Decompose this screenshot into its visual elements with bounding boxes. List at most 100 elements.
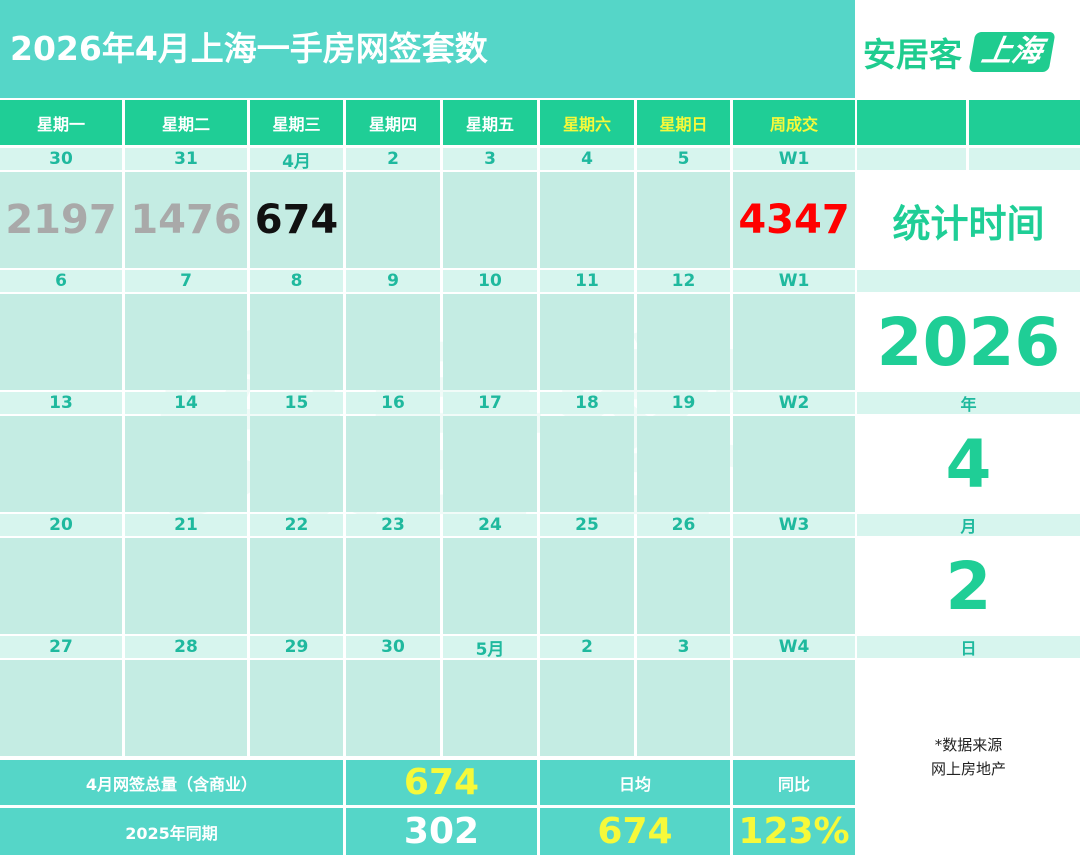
daily-signing-cell: 2197 <box>0 172 122 268</box>
daily-signing-cell <box>346 172 440 268</box>
stat-year: 2026 <box>876 303 1061 381</box>
calendar-date: 21 <box>125 514 247 536</box>
daily-signing-cell <box>637 538 730 634</box>
daily-signing-cell <box>540 294 634 390</box>
weekday-header: 星期一 <box>0 100 122 145</box>
calendar-date: 5 <box>637 148 730 170</box>
calendar-date: 24 <box>443 514 537 536</box>
data-source-line2: 网上房地产 <box>930 760 1006 778</box>
daily-signing-cell <box>443 660 537 756</box>
page-title: 2026年4月上海一手房网签套数 <box>0 0 855 98</box>
daily-signing-cell <box>637 660 730 756</box>
daily-signing-cell <box>250 538 343 634</box>
weekday-header: 星期三 <box>250 100 343 145</box>
yoy-label: 同比 <box>733 760 855 805</box>
daily-signing-cell <box>0 294 122 390</box>
calendar-date: 5月 <box>443 636 537 660</box>
week-label: W4 <box>733 636 855 658</box>
brand-name: 安居客 <box>863 35 962 74</box>
weekday-header: 星期六 <box>540 100 634 145</box>
calendar-date: 13 <box>0 392 122 414</box>
daily-signing-cell <box>540 172 634 268</box>
side-spacer <box>857 270 1080 292</box>
calendar-date: 8 <box>250 270 343 292</box>
calendar-date: 31 <box>125 148 247 170</box>
weekly-total-cell <box>733 660 855 756</box>
calendar-date: 29 <box>250 636 343 658</box>
week-label: W2 <box>733 392 855 414</box>
daily-signing-cell <box>250 416 343 512</box>
daily-signing-cell <box>637 172 730 268</box>
week-label: W1 <box>733 148 855 170</box>
data-source-line1: *数据来源 <box>934 736 1003 754</box>
total-value: 674 <box>346 760 537 805</box>
stat-day: 2 <box>945 547 992 625</box>
weekly-total-cell: 4347 <box>733 172 855 268</box>
calendar-date: 16 <box>346 392 440 414</box>
calendar-date: 28 <box>125 636 247 658</box>
month-unit: 月 <box>857 514 1080 536</box>
calendar-date: 9 <box>346 270 440 292</box>
daily-signing-cell: 674 <box>250 172 343 268</box>
calendar-date: 14 <box>125 392 247 414</box>
calendar-date: 15 <box>250 392 343 414</box>
calendar-date: 19 <box>637 392 730 414</box>
daily-signing-cell <box>125 416 247 512</box>
daily-signing-cell <box>125 538 247 634</box>
daily-signing-cell <box>125 294 247 390</box>
brand-logo: 安居客 上海 <box>863 30 1056 74</box>
daily-signing-cell: 1476 <box>125 172 247 268</box>
week-label: W3 <box>733 514 855 536</box>
calendar-date: 25 <box>540 514 634 536</box>
calendar-date: 30 <box>346 636 440 658</box>
side-blank-2 <box>969 148 1080 170</box>
calendar-date: 7 <box>125 270 247 292</box>
calendar-date: 11 <box>540 270 634 292</box>
daily-signing-cell <box>0 538 122 634</box>
data-source-note: *数据来源 网上房地产 <box>857 733 1080 783</box>
stat-month: 4 <box>945 425 992 503</box>
calendar-date: 2 <box>540 636 634 658</box>
weekly-total-cell <box>733 416 855 512</box>
daily-avg-value: 674 <box>540 808 730 855</box>
daily-signing-cell <box>443 416 537 512</box>
weekday-header: 星期五 <box>443 100 537 145</box>
daily-signing-cell <box>540 660 634 756</box>
calendar-date: 27 <box>0 636 122 658</box>
daily-signing-cell <box>250 294 343 390</box>
yoy-value: 123% <box>733 808 855 855</box>
daily-signing-cell <box>250 660 343 756</box>
calendar-date: 2 <box>346 148 440 170</box>
daily-signing-cell <box>540 416 634 512</box>
calendar-date: 12 <box>637 270 730 292</box>
header-blank-1 <box>857 100 966 145</box>
daily-signing-cell <box>125 660 247 756</box>
stat-time-label: 统计时间 <box>892 201 1045 246</box>
daily-signing-cell <box>346 416 440 512</box>
weekday-header: 周成交 <box>733 100 855 145</box>
calendar-date: 6 <box>0 270 122 292</box>
calendar-date: 26 <box>637 514 730 536</box>
calendar-date: 10 <box>443 270 537 292</box>
daily-avg-label: 日均 <box>540 760 730 805</box>
calendar-date: 20 <box>0 514 122 536</box>
calendar-date: 4月 <box>250 148 343 172</box>
year-unit: 年 <box>857 392 1080 414</box>
calendar-date: 3 <box>443 148 537 170</box>
calendar-date: 4 <box>540 148 634 170</box>
weekly-total-cell <box>733 538 855 634</box>
daily-signing-cell <box>637 416 730 512</box>
side-blank-1 <box>857 148 966 170</box>
daily-signing-cell <box>637 294 730 390</box>
calendar-date: 3 <box>637 636 730 658</box>
daily-signing-cell <box>443 172 537 268</box>
day-unit: 日 <box>857 636 1080 658</box>
calendar-date: 18 <box>540 392 634 414</box>
daily-signing-cell <box>346 660 440 756</box>
daily-signing-cell <box>346 294 440 390</box>
daily-signing-cell <box>0 660 122 756</box>
brand-city-badge: 上海 <box>968 32 1056 72</box>
calendar-date: 17 <box>443 392 537 414</box>
daily-signing-cell <box>0 416 122 512</box>
daily-signing-cell <box>443 294 537 390</box>
